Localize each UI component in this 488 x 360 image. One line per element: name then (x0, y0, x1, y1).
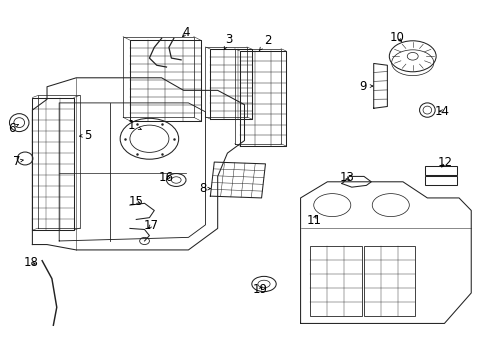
Text: 14: 14 (434, 105, 449, 118)
Text: 19: 19 (252, 283, 267, 296)
Text: 16: 16 (159, 171, 174, 184)
Text: 18: 18 (23, 256, 38, 269)
Bar (310, 246, 361, 316)
Text: 2: 2 (259, 33, 271, 51)
Text: 3: 3 (224, 33, 232, 49)
Bar (424, 176, 456, 185)
Text: 17: 17 (143, 219, 158, 233)
Text: 4: 4 (182, 27, 189, 40)
Text: 10: 10 (388, 31, 403, 44)
Bar (363, 246, 414, 316)
Text: 15: 15 (128, 195, 143, 208)
Text: 7: 7 (13, 155, 23, 168)
Text: 13: 13 (339, 171, 354, 184)
Bar (424, 166, 456, 175)
Text: 1: 1 (127, 119, 141, 132)
Text: 6: 6 (8, 122, 19, 135)
Text: 8: 8 (199, 182, 210, 195)
Text: 11: 11 (305, 214, 321, 227)
Text: 12: 12 (437, 156, 452, 168)
Text: 9: 9 (358, 80, 372, 93)
Text: 5: 5 (80, 129, 91, 142)
